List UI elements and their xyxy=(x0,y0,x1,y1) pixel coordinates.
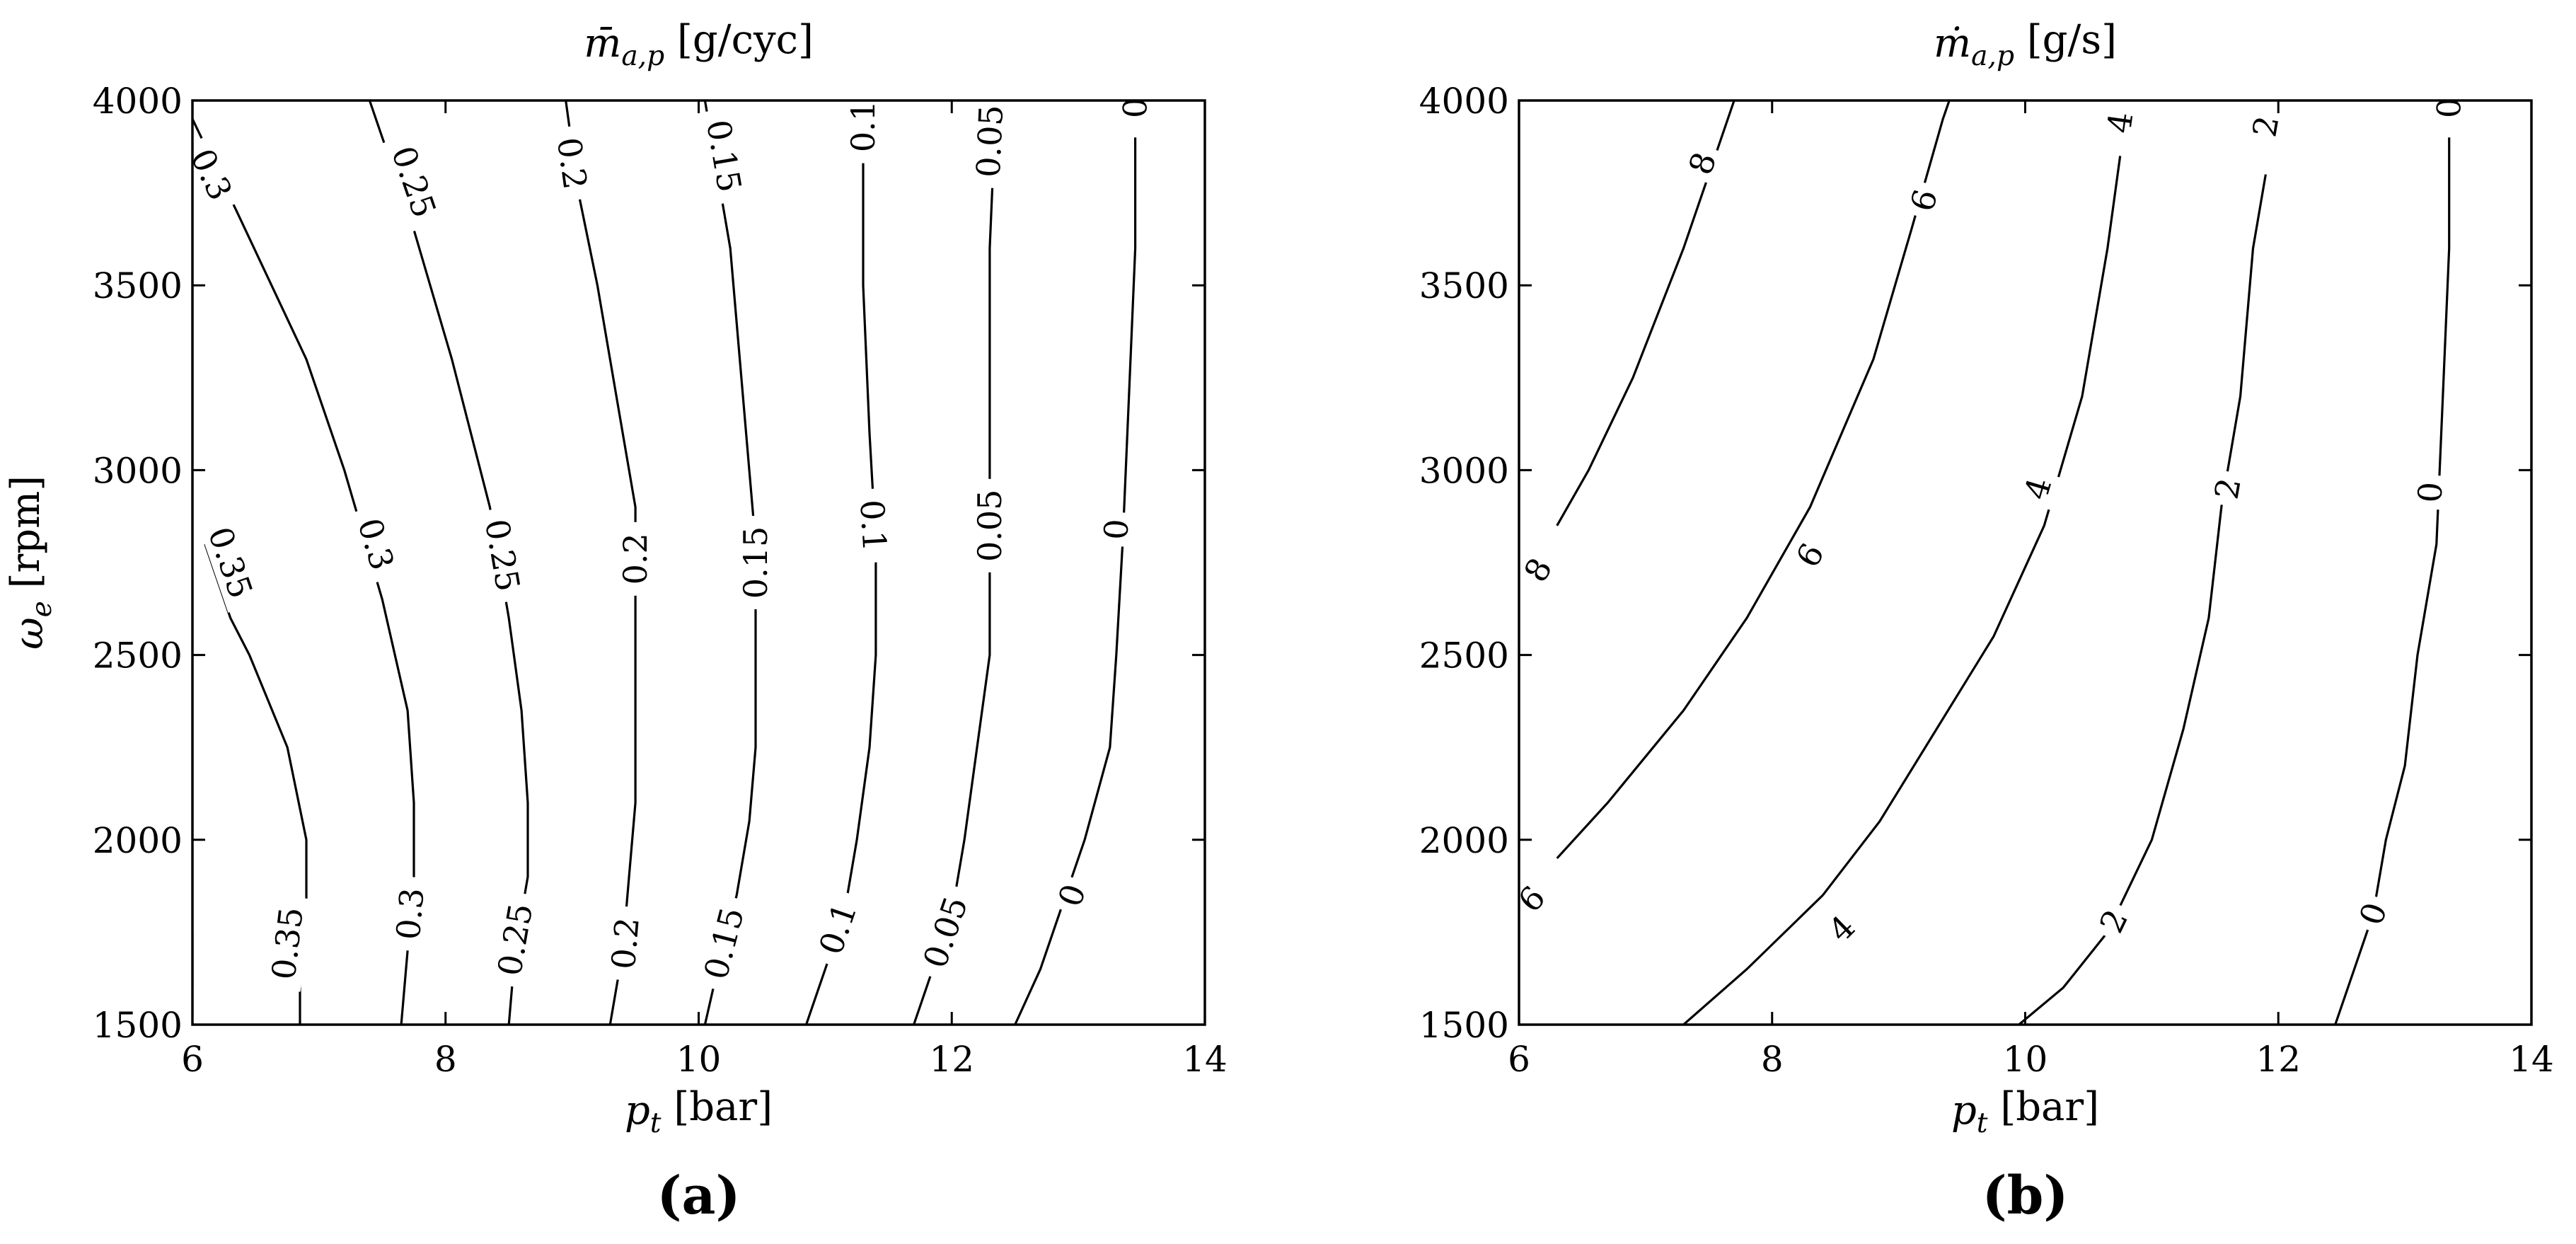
contour-label: 0.1 xyxy=(808,887,867,969)
panel-label: (a) xyxy=(657,1165,741,1226)
contour-label-text: 0.2 xyxy=(550,135,594,192)
contour-label-text: 4 xyxy=(2100,110,2140,135)
contour-label-text: 0 xyxy=(2410,481,2449,504)
contour-label: 0.25 xyxy=(476,506,529,605)
contour-label-text: 0.05 xyxy=(969,104,1010,178)
contour-label: 0.1 xyxy=(844,89,882,163)
x-tick-label: 6 xyxy=(181,1039,204,1080)
y-tick-label: 1500 xyxy=(1419,1005,1509,1046)
x-axis-label: pt [bar] xyxy=(625,1084,773,1139)
contour-label: 0.3 xyxy=(347,503,405,585)
contour-label-text: 0.2 xyxy=(616,533,654,584)
contour-line-0 xyxy=(2334,137,2451,1025)
x-tick-label: 14 xyxy=(1182,1039,1228,1080)
plot-frame xyxy=(191,99,1206,1026)
contour-label-text: 0.35 xyxy=(201,522,260,603)
contour-label: 0 xyxy=(2430,91,2468,125)
y-axis-label: ωe [rpm] xyxy=(3,476,58,650)
contour-label-text: 0.25 xyxy=(490,901,540,979)
contour-label: 8 xyxy=(1513,546,1563,594)
y-tick-label: 1500 xyxy=(93,1005,183,1046)
contour-label: 0.3 xyxy=(178,133,244,216)
chart-title: m̄a,p [g/cyc] xyxy=(584,17,814,72)
contour-label-text: 0.05 xyxy=(916,892,975,972)
contour-label: 2 xyxy=(2244,106,2287,146)
contour-label: 0.2 xyxy=(616,522,654,596)
contour-label: 0.35 xyxy=(263,894,311,992)
contour-label: 0.1 xyxy=(853,488,894,564)
contour-label: 4 xyxy=(2015,467,2061,510)
contour-label: 0.05 xyxy=(913,882,978,983)
contour-label-text: 0.25 xyxy=(384,142,444,222)
contour-label-text: 0.3 xyxy=(389,887,432,942)
y-tick-label: 4000 xyxy=(93,81,183,122)
contour-line-8 xyxy=(1556,100,1735,526)
contour-label-text: 0.2 xyxy=(604,916,647,971)
contour-label-text: 0.3 xyxy=(350,514,401,574)
contour-label: 4 xyxy=(2099,103,2141,142)
contour-line-4 xyxy=(1682,156,2122,1025)
y-tick-label: 3500 xyxy=(1419,265,1509,306)
x-tick-label: 12 xyxy=(929,1039,974,1080)
contour-label: 0.25 xyxy=(381,132,446,232)
contour-label: 0.15 xyxy=(694,893,753,994)
y-tick-label: 2000 xyxy=(1419,820,1509,861)
contour-label-text: 0.05 xyxy=(971,490,1009,562)
contour-line-6 xyxy=(1556,100,1951,859)
x-tick-label: 8 xyxy=(1761,1039,1784,1080)
y-tick-label: 3000 xyxy=(1419,450,1509,491)
contour-lines xyxy=(1556,100,2451,1025)
contour-label-text: 0.15 xyxy=(696,904,751,984)
contour-label: 8 xyxy=(1680,141,1726,185)
contour-label: 4 xyxy=(1816,903,1867,954)
contour-line-2 xyxy=(2018,174,2267,1025)
contour-label-text: 0.1 xyxy=(853,499,894,553)
contour-label: 0 xyxy=(1049,873,1095,918)
y-tick-label: 3500 xyxy=(93,265,183,306)
x-tick-label: 6 xyxy=(1508,1039,1530,1080)
contour-label: 0.2 xyxy=(548,124,596,202)
chart-title: ṁa,p [g/s] xyxy=(1934,17,2117,72)
y-tick-label: 4000 xyxy=(1419,81,1509,122)
contour-label: 0 xyxy=(1097,511,1136,548)
contour-label: 0 xyxy=(2410,474,2450,510)
contour-label-text: 0.15 xyxy=(737,526,775,599)
contour-label-text: 0.25 xyxy=(478,517,527,594)
contour-line-0 xyxy=(1014,137,1137,1025)
contour-label: 0.15 xyxy=(698,106,751,205)
contour-label-text: 0.15 xyxy=(699,117,749,195)
contour-label: 6 xyxy=(1901,178,1946,222)
x-axis-label: pt [bar] xyxy=(1951,1084,2099,1139)
contour-label: 0.35 xyxy=(197,512,263,613)
contour-label-text: 0 xyxy=(1097,518,1136,541)
contour-label-text: 0.35 xyxy=(265,905,311,981)
contour-label: 2 xyxy=(2207,468,2249,509)
x-tick-label: 10 xyxy=(676,1039,722,1080)
y-tick-label: 2000 xyxy=(93,820,183,861)
plot-frame xyxy=(1518,99,2533,1026)
x-tick-label: 14 xyxy=(2509,1039,2554,1080)
contour-label: 0.05 xyxy=(971,478,1009,572)
x-tick-label: 10 xyxy=(2003,1039,2048,1080)
contour-label: 2 xyxy=(2089,897,2138,945)
x-tick-label: 12 xyxy=(2256,1039,2301,1080)
contour-label: 0.25 xyxy=(489,890,541,989)
contour-label: 0.3 xyxy=(388,875,432,952)
contour-label: 6 xyxy=(1506,874,1557,924)
contour-line-0.2 xyxy=(565,100,637,1025)
y-tick-label: 2500 xyxy=(93,635,183,676)
contour-label: 0 xyxy=(1116,91,1155,125)
panel-label: (b) xyxy=(1982,1165,2069,1226)
x-tick-label: 8 xyxy=(434,1039,457,1080)
contour-label: 0.15 xyxy=(737,516,775,609)
y-tick-label: 3000 xyxy=(93,450,183,491)
y-tick-label: 2500 xyxy=(1419,635,1509,676)
contour-label-text: 0.1 xyxy=(844,100,882,152)
contour-label: 0.05 xyxy=(969,93,1010,189)
panel-a-contour-chart: 0.35 0.35 0.3 0.3 0.3 0.25 0.25 0.25 0.2 0.2 0.2 0.… xyxy=(3,17,1228,1226)
contour-label: 0.2 xyxy=(603,905,647,982)
contour-label: 0 xyxy=(2350,892,2396,936)
